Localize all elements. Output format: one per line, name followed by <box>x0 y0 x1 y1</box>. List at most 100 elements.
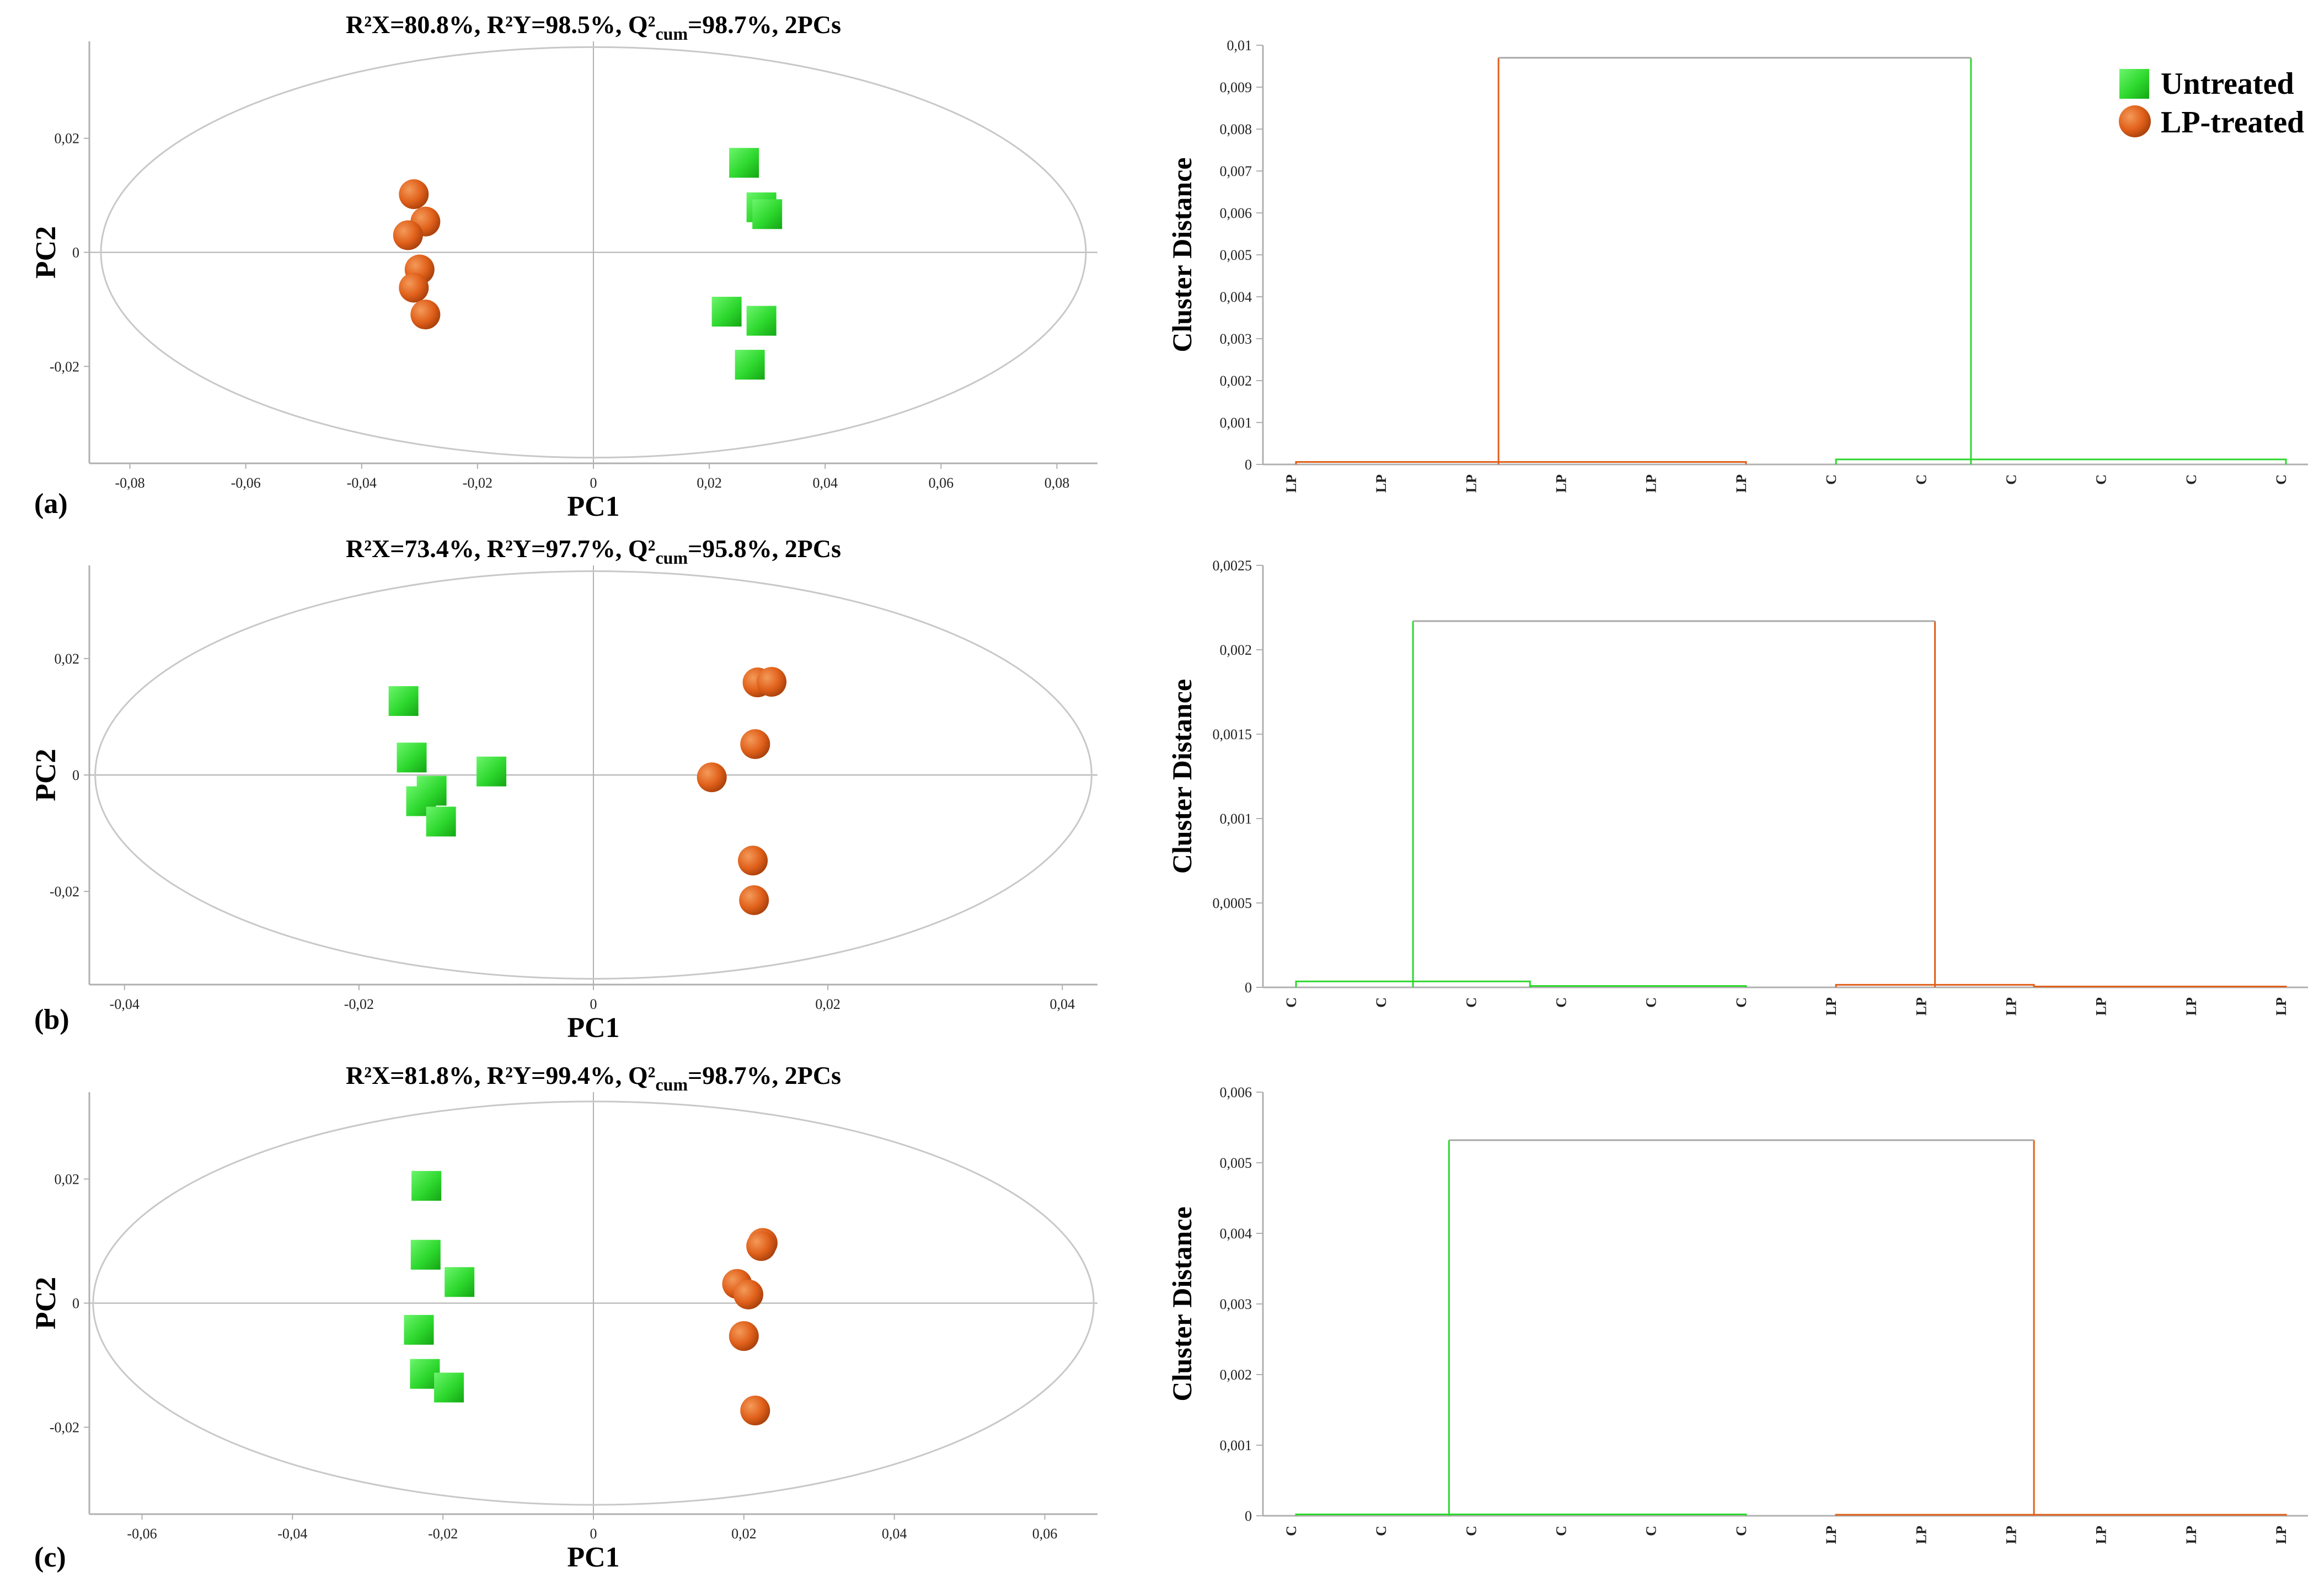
title-stats-tail: =98.7%, 2PCs <box>688 1061 841 1089</box>
y-tick-label: 0 <box>1245 1508 1252 1524</box>
x-tick-label: 0,06 <box>929 475 954 491</box>
leaf-label: LP <box>2183 997 2199 1015</box>
lp-treated-point <box>410 300 441 330</box>
x-axis-label: PC1 <box>567 1542 619 1573</box>
y-tick-label: 0,0025 <box>1213 558 1252 574</box>
y-tick-label: -0,02 <box>50 884 79 900</box>
title-stats-tail: =95.8%, 2PCs <box>688 534 841 563</box>
x-tick-label: 0,02 <box>731 1526 757 1542</box>
plot-title: R²X=81.8%, R²Y=99.4%, Q²cum=98.7%, 2PCs <box>346 1061 841 1094</box>
title-stats-tail: =98.7%, 2PCs <box>688 10 841 39</box>
leaf-label: LP <box>2093 997 2109 1015</box>
y-tick-label: 0,02 <box>55 131 80 147</box>
subcluster-link-left <box>1295 1513 1747 1516</box>
x-tick-label: 0,02 <box>697 475 722 491</box>
y-tick-label: 0,02 <box>55 651 80 667</box>
legend-label-untreated: Untreated <box>2161 67 2294 101</box>
x-tick-label: 0,04 <box>812 475 838 491</box>
leaf-label: LP <box>1283 474 1299 493</box>
leaf-label: C <box>1463 1526 1479 1536</box>
x-tick-label: -0,06 <box>127 1526 157 1542</box>
untreated-point <box>388 686 419 716</box>
y-tick-label: 0,005 <box>1220 1155 1252 1171</box>
subcluster-link-left <box>1295 461 1747 464</box>
title-stats: R²X=81.8%, R²Y=99.4%, Q² <box>346 1061 655 1089</box>
lp-treated-point <box>697 762 727 793</box>
y-tick-label: 0,001 <box>1220 811 1252 827</box>
y-axis-label: PC2 <box>30 226 62 279</box>
subcluster-link-right <box>1835 458 2287 464</box>
panel-label-c: (c) <box>34 1542 66 1573</box>
y-tick-label: 0,002 <box>1220 373 1252 389</box>
title-subscript: cum <box>655 24 688 44</box>
legend-label-lp-treated: LP-treated <box>2161 105 2304 140</box>
panel-label-b: (b) <box>34 1004 69 1035</box>
leaf-label: LP <box>2003 1526 2019 1544</box>
hotelling-ellipse <box>100 46 1087 459</box>
y-tick-label: 0,01 <box>1227 38 1252 54</box>
leaf-label: C <box>1554 1526 1570 1536</box>
leaf-label: LP <box>2003 997 2019 1015</box>
leaf-label: C <box>1643 997 1659 1008</box>
x-tick-label: 0 <box>590 1526 597 1542</box>
x-tick-label: -0,04 <box>277 1526 307 1542</box>
lp-treated-point <box>739 885 769 915</box>
x-tick-label: -0,02 <box>463 475 492 491</box>
title-stats: R²X=73.4%, R²Y=97.7%, Q² <box>346 534 655 563</box>
x-axis-label: PC1 <box>567 1012 619 1044</box>
untreated-point <box>397 742 427 773</box>
y-axis-label: PC2 <box>30 1277 62 1329</box>
leaf-label: LP <box>1913 1526 1929 1544</box>
lp-treated-point <box>393 220 423 250</box>
leaf-label: LP <box>1463 474 1479 493</box>
x-tick-label: -0,02 <box>344 996 374 1012</box>
x-tick-label: 0 <box>590 475 597 491</box>
y-tick-label: 0 <box>72 1296 79 1312</box>
leaf-label: C <box>1373 1526 1389 1536</box>
x-axis-label: PC1 <box>567 491 619 522</box>
title-subscript: cum <box>655 1075 688 1094</box>
y-tick-label: 0,005 <box>1220 247 1252 263</box>
panel-c: -0,06 -0,04 -0,02 0 0,02 0,04 0,06 -0,02 0 0,02 PC… <box>30 1061 2308 1573</box>
panel-a: -0,08 -0,06 -0,04 -0,02 0 0,02 0,04 0,06 0,08 -0,… <box>30 10 2308 522</box>
leaf-label: LP <box>1554 474 1570 493</box>
x-tick-label: -0,02 <box>428 1526 458 1542</box>
untreated-point <box>476 756 507 787</box>
untreated-point <box>746 306 777 336</box>
y-tick-label: 0,007 <box>1220 163 1252 179</box>
leaf-label: C <box>1554 997 1570 1008</box>
pca-score-plot-b: -0,04 -0,02 0 0,02 0,04 -0,02 0 0,02 PC1 PC2 R²X=7… <box>30 534 1097 1044</box>
subcluster-link-right <box>2033 985 2287 987</box>
lp-treated-point <box>757 667 787 697</box>
untreated-point <box>752 199 783 229</box>
leaf-label: LP <box>1913 997 1929 1015</box>
x-tick-label: 0,08 <box>1045 475 1070 491</box>
y-tick-label: 0,001 <box>1220 415 1252 431</box>
lp-treated-point <box>729 1321 759 1351</box>
x-tick-label: 0,04 <box>1049 996 1075 1012</box>
y-tick-label: 0,006 <box>1220 205 1252 221</box>
lp-treated-point <box>733 1279 764 1309</box>
y-tick-label: 0,003 <box>1220 1296 1252 1312</box>
lp-treated-point <box>740 1396 770 1426</box>
leaf-label: LP <box>2093 1526 2109 1544</box>
y-tick-label: -0,02 <box>50 359 79 375</box>
y-tick-label: 0,004 <box>1220 1226 1252 1242</box>
untreated-point <box>404 1314 434 1345</box>
pca-score-plot-c: -0,06 -0,04 -0,02 0 0,02 0,04 0,06 -0,02 0 0,02 PC… <box>30 1061 1097 1573</box>
lp-treated-point <box>738 846 768 876</box>
y-tick-label: 0 <box>1245 980 1252 996</box>
leaf-label: C <box>2093 474 2109 485</box>
x-tick-label: -0,08 <box>115 475 144 491</box>
lp-treated-point <box>399 272 429 303</box>
lp-treated-point <box>399 179 429 210</box>
leaf-label: C <box>1283 997 1299 1008</box>
subcluster-link-right <box>1835 1514 2287 1516</box>
y-tick-label: 0,001 <box>1220 1437 1252 1453</box>
x-tick-label: 0,06 <box>1032 1526 1058 1542</box>
y-tick-label: 0,02 <box>55 1172 80 1188</box>
leaf-label: LP <box>1823 1526 1839 1544</box>
y-axis-label: PC2 <box>30 749 62 801</box>
untreated-point <box>434 1372 464 1403</box>
